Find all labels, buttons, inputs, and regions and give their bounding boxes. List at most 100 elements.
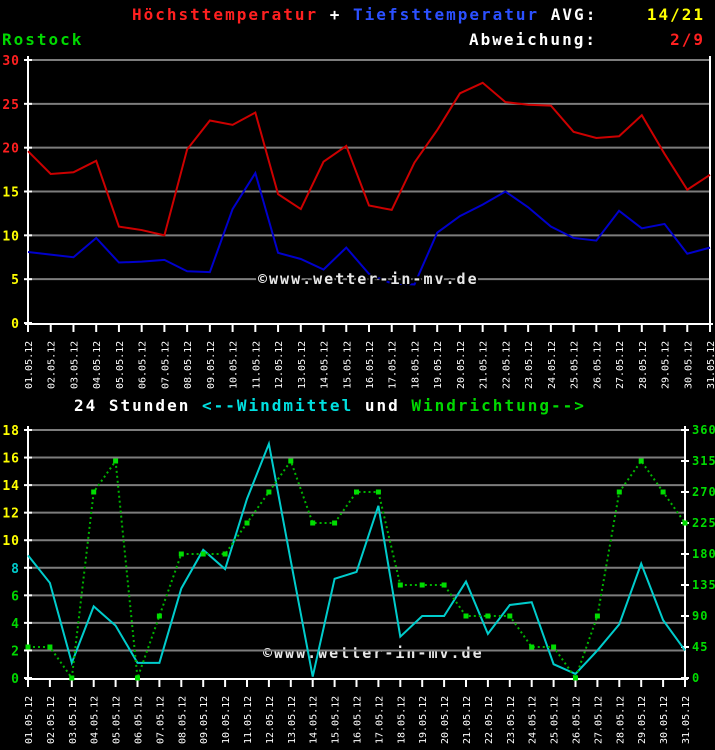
wind-chart-date-label: 10.05.12 xyxy=(221,696,232,744)
temperature-chart-date-label: 18.05.12 xyxy=(410,341,421,389)
title-plus: + xyxy=(318,5,354,24)
temperature-chart-y-label: 25 xyxy=(2,98,20,113)
temperature-chart-date-label: 08.05.12 xyxy=(183,341,194,389)
wind-chart-y-label: 14 xyxy=(2,479,20,494)
temperature-chart-date-label: 20.05.12 xyxy=(456,341,467,389)
temperature-chart-date-label: 28.05.12 xyxy=(638,341,649,389)
wind-chart-date-label: 06.05.12 xyxy=(134,696,145,744)
windrichtung-marker xyxy=(354,489,359,495)
wind-chart-date-label: 20.05.12 xyxy=(440,696,451,744)
temperature-chart-date-label: 19.05.12 xyxy=(433,341,444,389)
title-tiefsttemperatur: Tiefsttemperatur xyxy=(353,5,540,24)
windmittel-line xyxy=(27,440,686,677)
deviation-value: 2/9 xyxy=(670,30,705,49)
temperature-chart-date-label: 10.05.12 xyxy=(229,341,240,389)
windrichtung-marker xyxy=(310,520,316,526)
temperature-chart-date-label: 26.05.12 xyxy=(592,341,603,389)
windrichtung-marker xyxy=(135,675,140,681)
wind-chart-date-label: 13.05.12 xyxy=(287,696,298,744)
wind-chart-date-label: 18.05.12 xyxy=(396,696,407,744)
temperature-chart-date-label: 11.05.12 xyxy=(251,341,262,389)
wind-chart-y-label: 4 xyxy=(11,617,20,632)
wind-chart-y-label: 6 xyxy=(11,589,20,604)
temperature-chart-date-label: 07.05.12 xyxy=(160,341,171,389)
temperature-chart-date-label: 22.05.12 xyxy=(501,341,512,389)
wind-chart-y-label: 12 xyxy=(2,507,20,522)
temperature-chart-date-label: 31.05.12 xyxy=(706,341,715,389)
temperature-chart-date-label: 02.05.12 xyxy=(47,341,58,389)
temperature-chart-y-label: 0 xyxy=(11,317,20,332)
wind-chart-date-label: 07.05.12 xyxy=(155,696,166,744)
watermark-top: ©www.wetter-in-mv.de xyxy=(258,270,479,288)
temperature-chart-date-label: 17.05.12 xyxy=(388,341,399,389)
wind-chart-right-y-label: 0 xyxy=(692,671,700,685)
windrichtung-marker xyxy=(113,458,119,464)
windrichtung-marker xyxy=(47,644,53,650)
temperature-chart-y-label: 10 xyxy=(2,229,20,244)
avg-label: AVG: xyxy=(539,5,598,24)
wind-chart-date-label: 21.05.12 xyxy=(462,696,473,744)
wind-chart-right-y-label: 135 xyxy=(692,578,715,592)
title-hoechsttemperatur: Höchsttemperatur xyxy=(132,5,319,24)
temperature-chart-y-label: 15 xyxy=(2,186,20,201)
temperature-chart-date-label: 14.05.12 xyxy=(320,341,331,389)
wind-title-und: und xyxy=(353,396,412,415)
windrichtung-marker xyxy=(375,489,381,495)
wind-chart-right-y-label: 270 xyxy=(692,485,715,499)
windrichtung-marker xyxy=(638,458,644,464)
windrichtung-marker xyxy=(551,644,557,650)
temperature-chart-date-label: 29.05.12 xyxy=(661,341,672,389)
wind-chart-date-label: 08.05.12 xyxy=(177,696,188,744)
wind-chart-right-y-label: 315 xyxy=(692,454,715,468)
windrichtung-marker xyxy=(69,675,75,681)
wind-chart-date-label: 26.05.12 xyxy=(572,696,583,744)
wind-chart-right-y-label: 180 xyxy=(692,547,715,561)
wind-chart-date-label: 23.05.12 xyxy=(506,696,517,744)
windrichtung-marker xyxy=(332,520,338,526)
temperature-chart-date-label: 04.05.12 xyxy=(92,341,103,389)
windrichtung-marker xyxy=(25,644,31,650)
wind-chart-right-y-label: 45 xyxy=(692,640,708,654)
windrichtung-marker xyxy=(397,582,403,588)
wind-chart-y-label: 16 xyxy=(2,452,20,467)
temperature-chart-date-label: 15.05.12 xyxy=(342,341,353,389)
windrichtung-marker xyxy=(441,582,447,588)
wind-title-prefix: 24 Stunden xyxy=(74,396,202,415)
windrichtung-marker xyxy=(485,613,491,619)
temperature-chart-date-label: 12.05.12 xyxy=(274,341,285,389)
windrichtung-marker xyxy=(91,489,97,495)
windrichtung-marker xyxy=(222,551,228,557)
wind-chart-date-label: 17.05.12 xyxy=(374,696,385,744)
wind-chart-date-label: 29.05.12 xyxy=(637,696,648,744)
windrichtung-marker xyxy=(156,613,162,619)
windrichtung-marker xyxy=(594,613,600,619)
wind-chart-date-label: 19.05.12 xyxy=(418,696,429,744)
windrichtung-marker xyxy=(419,582,425,588)
temperature-chart-y-label: 30 xyxy=(2,54,20,69)
wind-chart-date-label: 30.05.12 xyxy=(659,696,670,744)
wind-chart-date-label: 24.05.12 xyxy=(528,696,539,744)
temperature-chart-y-label: 5 xyxy=(11,273,20,288)
wind-chart-date-label: 02.05.12 xyxy=(46,696,57,744)
temperature-chart-date-label: 09.05.12 xyxy=(206,341,217,389)
windrichtung-marker xyxy=(288,458,294,464)
wind-title-windmittel: <--Windmittel xyxy=(201,396,354,415)
temperature-chart-date-label: 05.05.12 xyxy=(115,341,126,389)
windrichtung-marker xyxy=(573,675,578,681)
windrichtung-marker xyxy=(660,489,666,495)
wind-chart-y-label: 8 xyxy=(11,562,20,577)
wind-chart-date-label: 15.05.12 xyxy=(331,696,342,744)
wind-chart-date-label: 25.05.12 xyxy=(550,696,561,744)
wind-chart-title: 24 Stunden <--Windmittel und Windrichtun… xyxy=(74,396,586,415)
wind-chart-right-y-label: 90 xyxy=(692,609,708,623)
wind-chart-date-label: 05.05.12 xyxy=(112,696,123,744)
temperature-chart-date-label: 30.05.12 xyxy=(683,341,694,389)
wind-chart-y-label: 2 xyxy=(11,644,20,659)
wind-chart-y-label: 0 xyxy=(11,672,20,687)
deviation-label: Abweichung: xyxy=(469,30,597,49)
temperature-chart-date-label: 27.05.12 xyxy=(615,341,626,389)
temperature-chart-date-label: 21.05.12 xyxy=(479,341,490,389)
temperature-chart-date-label: 06.05.12 xyxy=(138,341,149,389)
